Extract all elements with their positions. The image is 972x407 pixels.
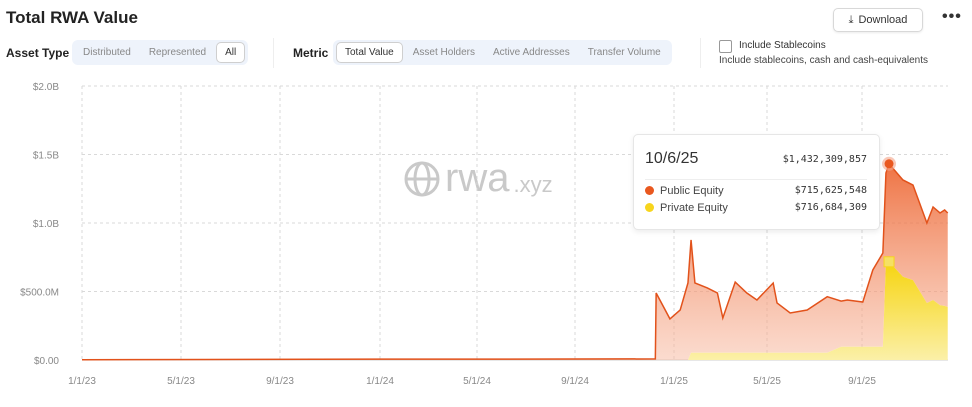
tooltip-row-private-equity: Private Equity $716,684,309 [645,202,867,216]
tooltip-divider [645,179,867,180]
include-stablecoins-label[interactable]: Include Stablecoins [739,40,826,51]
tooltip-series-name: Private Equity [660,202,728,214]
public-equity-dot-icon [645,186,654,195]
private-equity-dot-icon [645,203,654,212]
asset-type-represented[interactable]: Represented [148,47,207,58]
y-tick-label: $2.0B [33,82,59,93]
x-tick-label: 9/1/24 [561,376,589,387]
metric-total-value[interactable]: Total Value [336,42,403,63]
metric-transfer-volume[interactable]: Transfer Volume [587,47,661,58]
private-equity-area [82,261,948,360]
x-tick-label: 5/1/25 [753,376,781,387]
asset-type-distributed[interactable]: Distributed [83,47,131,58]
download-button[interactable]: ⤓ Download [833,8,923,32]
page-title: Total RWA Value [6,8,138,27]
more-options-button[interactable]: ••• [942,8,962,25]
y-tick-label: $0.00 [34,356,59,367]
tooltip-date: 10/6/25 [645,150,699,167]
tooltip-series-value: $715,625,548 [794,185,867,196]
public-equity-highlight-point [884,159,894,169]
globe-icon [404,161,440,196]
y-tick-label: $500.0M [20,288,59,299]
chart-tooltip: 10/6/25 $1,432,309,857 Public Equity $71… [633,134,880,230]
tooltip-row-public-equity: Public Equity $715,625,548 [645,185,867,199]
metric-label: Metric [293,46,329,60]
download-label: Download [858,14,908,26]
x-tick-label: 1/1/23 [68,376,96,387]
divider [700,38,701,68]
x-tick-label: 5/1/23 [167,376,195,387]
download-icon: ⤓ [848,13,854,26]
y-tick-label: $1.0B [33,219,59,230]
metric-selector: Total Value Asset Holders Active Address… [333,40,672,65]
tooltip-total: $1,432,309,857 [782,154,867,165]
asset-type-selector: Distributed Represented All [72,40,249,65]
tooltip-series-value: $716,684,309 [794,202,867,213]
include-stablecoins-description: Include stablecoins, cash and cash-equiv… [719,55,929,66]
metric-asset-holders[interactable]: Asset Holders [412,47,475,58]
asset-type-all[interactable]: All [216,42,246,63]
divider [273,38,274,68]
x-tick-label: 9/1/25 [848,376,876,387]
private-equity-highlight-point [883,256,895,268]
metric-active-addresses[interactable]: Active Addresses [493,47,570,58]
x-tick-label: 5/1/24 [463,376,491,387]
x-tick-label: 1/1/24 [366,376,394,387]
include-stablecoins-checkbox[interactable] [719,40,732,53]
y-tick-label: $1.5B [33,151,59,162]
public-equity-area [82,163,948,360]
asset-type-label: Asset Type [6,46,70,60]
tooltip-series-name: Public Equity [660,185,724,197]
x-tick-label: 1/1/25 [660,376,688,387]
total-line [81,162,949,361]
x-tick-label: 9/1/23 [266,376,294,387]
